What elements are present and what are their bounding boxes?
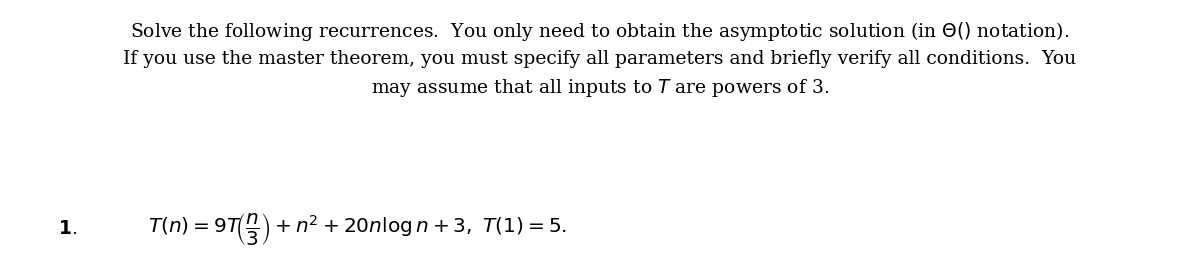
Text: Solve the following recurrences.  You only need to obtain the asymptotic solutio: Solve the following recurrences. You onl… xyxy=(124,20,1076,99)
Text: $\mathbf{1}$.: $\mathbf{1}$. xyxy=(59,220,78,238)
Text: $T(n) = 9T\!\left(\dfrac{n}{3}\right) + n^2 + 20n\log n + 3,\ T(1) = 5.$: $T(n) = 9T\!\left(\dfrac{n}{3}\right) + … xyxy=(148,211,568,247)
